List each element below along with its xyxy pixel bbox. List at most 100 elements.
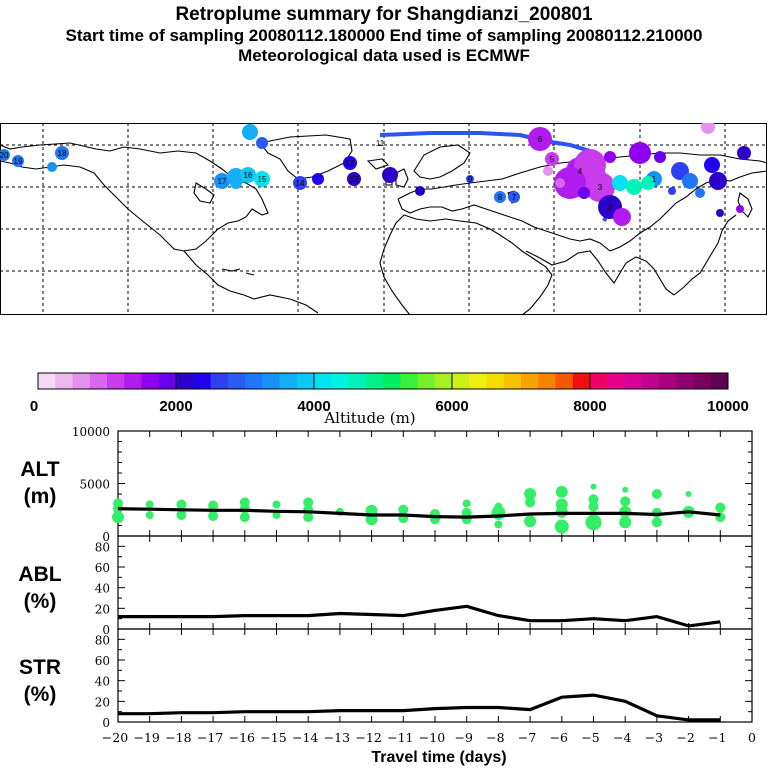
x-tick-label: −18: [165, 730, 191, 745]
plume-day-label: 10: [416, 187, 425, 196]
plume-cluster-marker: [695, 188, 705, 198]
altitude-colorbar: 0 2000 4000 6000 8000 10000 Altitude (m): [30, 372, 749, 427]
panel-label: STR: [19, 656, 61, 679]
plume-day-label: 11: [376, 139, 385, 148]
colorbar-cell: [434, 373, 453, 389]
plume-cluster-marker: [629, 142, 651, 164]
altitude-cluster-point: [685, 491, 692, 497]
plume-cluster-marker: [604, 151, 616, 163]
altitude-cluster-point: [619, 516, 632, 529]
altitude-cluster-point: [145, 511, 154, 519]
colorbar-tick-label: 4000: [297, 398, 330, 415]
y-tick-label: 20: [95, 602, 110, 616]
colorbar-cell: [331, 373, 349, 389]
series-line-alt: [117, 507, 721, 519]
altitude-cluster-point: [588, 501, 599, 512]
plume-cluster-marker: [613, 208, 631, 226]
colorbar-cell: [555, 373, 574, 389]
plume-cluster-marker: [415, 186, 425, 196]
plume-cluster-marker: [528, 127, 552, 151]
plume-cluster-marker: [545, 152, 559, 166]
colorbar-cell: [503, 373, 522, 389]
x-tick-label: −17: [197, 730, 223, 745]
colorbar-tick-label: 10000: [707, 398, 749, 415]
colorbar-tick-label: 6000: [435, 398, 468, 415]
altitude-cluster-point: [622, 486, 629, 493]
y-tick-label: 5000: [79, 478, 110, 492]
colorbar-cell: [55, 373, 73, 389]
colorbar-cell: [227, 373, 246, 389]
plume-cluster-marker: [242, 124, 258, 140]
plume-cluster-marker: [55, 146, 69, 160]
plume-cluster-marker: [47, 162, 57, 172]
y-tick-label: 80: [95, 633, 110, 647]
colorbar-cell: [314, 373, 332, 389]
colorbar-cell: [486, 373, 505, 389]
altitude-cluster-point: [715, 502, 726, 513]
plume-cluster-marker: [347, 172, 361, 186]
plume-day-label: 8: [498, 193, 503, 202]
plume-cluster-marker: [641, 176, 655, 190]
plume-cluster-marker: [668, 187, 676, 195]
altitude-cluster-point: [112, 511, 124, 524]
series-line-str: [118, 693, 721, 722]
colorbar-cell: [521, 373, 539, 389]
x-axis-title: Travel time (days): [371, 749, 506, 766]
altitude-cluster-point: [494, 520, 503, 529]
plume-cluster-marker: [508, 191, 520, 203]
colorbar-cell: [296, 373, 315, 389]
x-tick-label: −7: [518, 730, 536, 745]
altitude-cluster-point: [208, 511, 219, 522]
colorbar-cell: [469, 373, 487, 389]
plume-cluster-marker: [214, 173, 230, 189]
y-tick-label: 0: [102, 530, 110, 544]
y-tick-label: 80: [95, 540, 110, 554]
x-tick-label: −6: [550, 730, 568, 745]
x-tick-label: −19: [134, 730, 160, 745]
panel-alt: 10000 5000 0 ALT (m): [20, 425, 753, 544]
colorbar-tick-label: 0: [30, 398, 38, 415]
colorbar-cell: [659, 373, 677, 389]
colorbar-cell: [710, 373, 729, 389]
plume-cluster-marker: [626, 179, 642, 195]
y-tick-label: 10000: [72, 425, 110, 439]
series-line-abl: [118, 604, 721, 628]
panel-unit-label: (%): [24, 683, 57, 706]
plume-day-label: 18: [58, 149, 67, 158]
plume-cluster-marker: [578, 187, 590, 199]
colorbar-cell: [141, 373, 160, 389]
y-tick-label: 40: [95, 582, 110, 596]
plume-day-label: 16: [244, 171, 253, 180]
colorbar-label: Altitude (m): [323, 409, 415, 427]
panel-unit-label: (%): [24, 590, 57, 613]
altitude-cluster-point: [554, 519, 569, 534]
colorbar-tick-label: 2000: [159, 398, 192, 415]
altitude-cluster-point: [620, 496, 631, 507]
plume-day-label: 13: [346, 159, 355, 168]
altitude-cluster-point: [303, 497, 314, 508]
altitude-cluster-point: [651, 517, 662, 528]
x-tick-label: −9: [454, 730, 472, 745]
y-tick-label: 60: [95, 654, 110, 668]
plume-day-label: 7: [512, 193, 517, 202]
retroplume-map: 20 19 18 17 16 15 14 13 12 11 10 9 8 7 6 5 4 3 2 1: [0, 123, 768, 316]
y-tick-label: 60: [95, 561, 110, 575]
plume-cluster-marker: [256, 137, 268, 149]
colorbar-cell: [245, 373, 263, 389]
plume-cluster-marker: [716, 209, 724, 217]
panel-label: ABL: [18, 563, 61, 586]
colorbar-cell: [348, 373, 367, 389]
altitude-cluster-point: [590, 483, 597, 490]
colorbar-cell: [365, 373, 384, 389]
altitude-cluster-point: [303, 512, 314, 523]
y-tick-label: 0: [102, 716, 110, 730]
colorbar-cell: [158, 373, 177, 389]
plume-cluster-marker: [254, 171, 270, 187]
altitude-cluster-point: [176, 499, 187, 510]
plume-day-label: 20: [0, 151, 9, 160]
plume-cluster-marker: [230, 177, 242, 189]
altitude-cluster-point: [585, 514, 602, 531]
altitude-cluster-point: [491, 505, 506, 520]
colorbar-cell: [72, 373, 91, 389]
